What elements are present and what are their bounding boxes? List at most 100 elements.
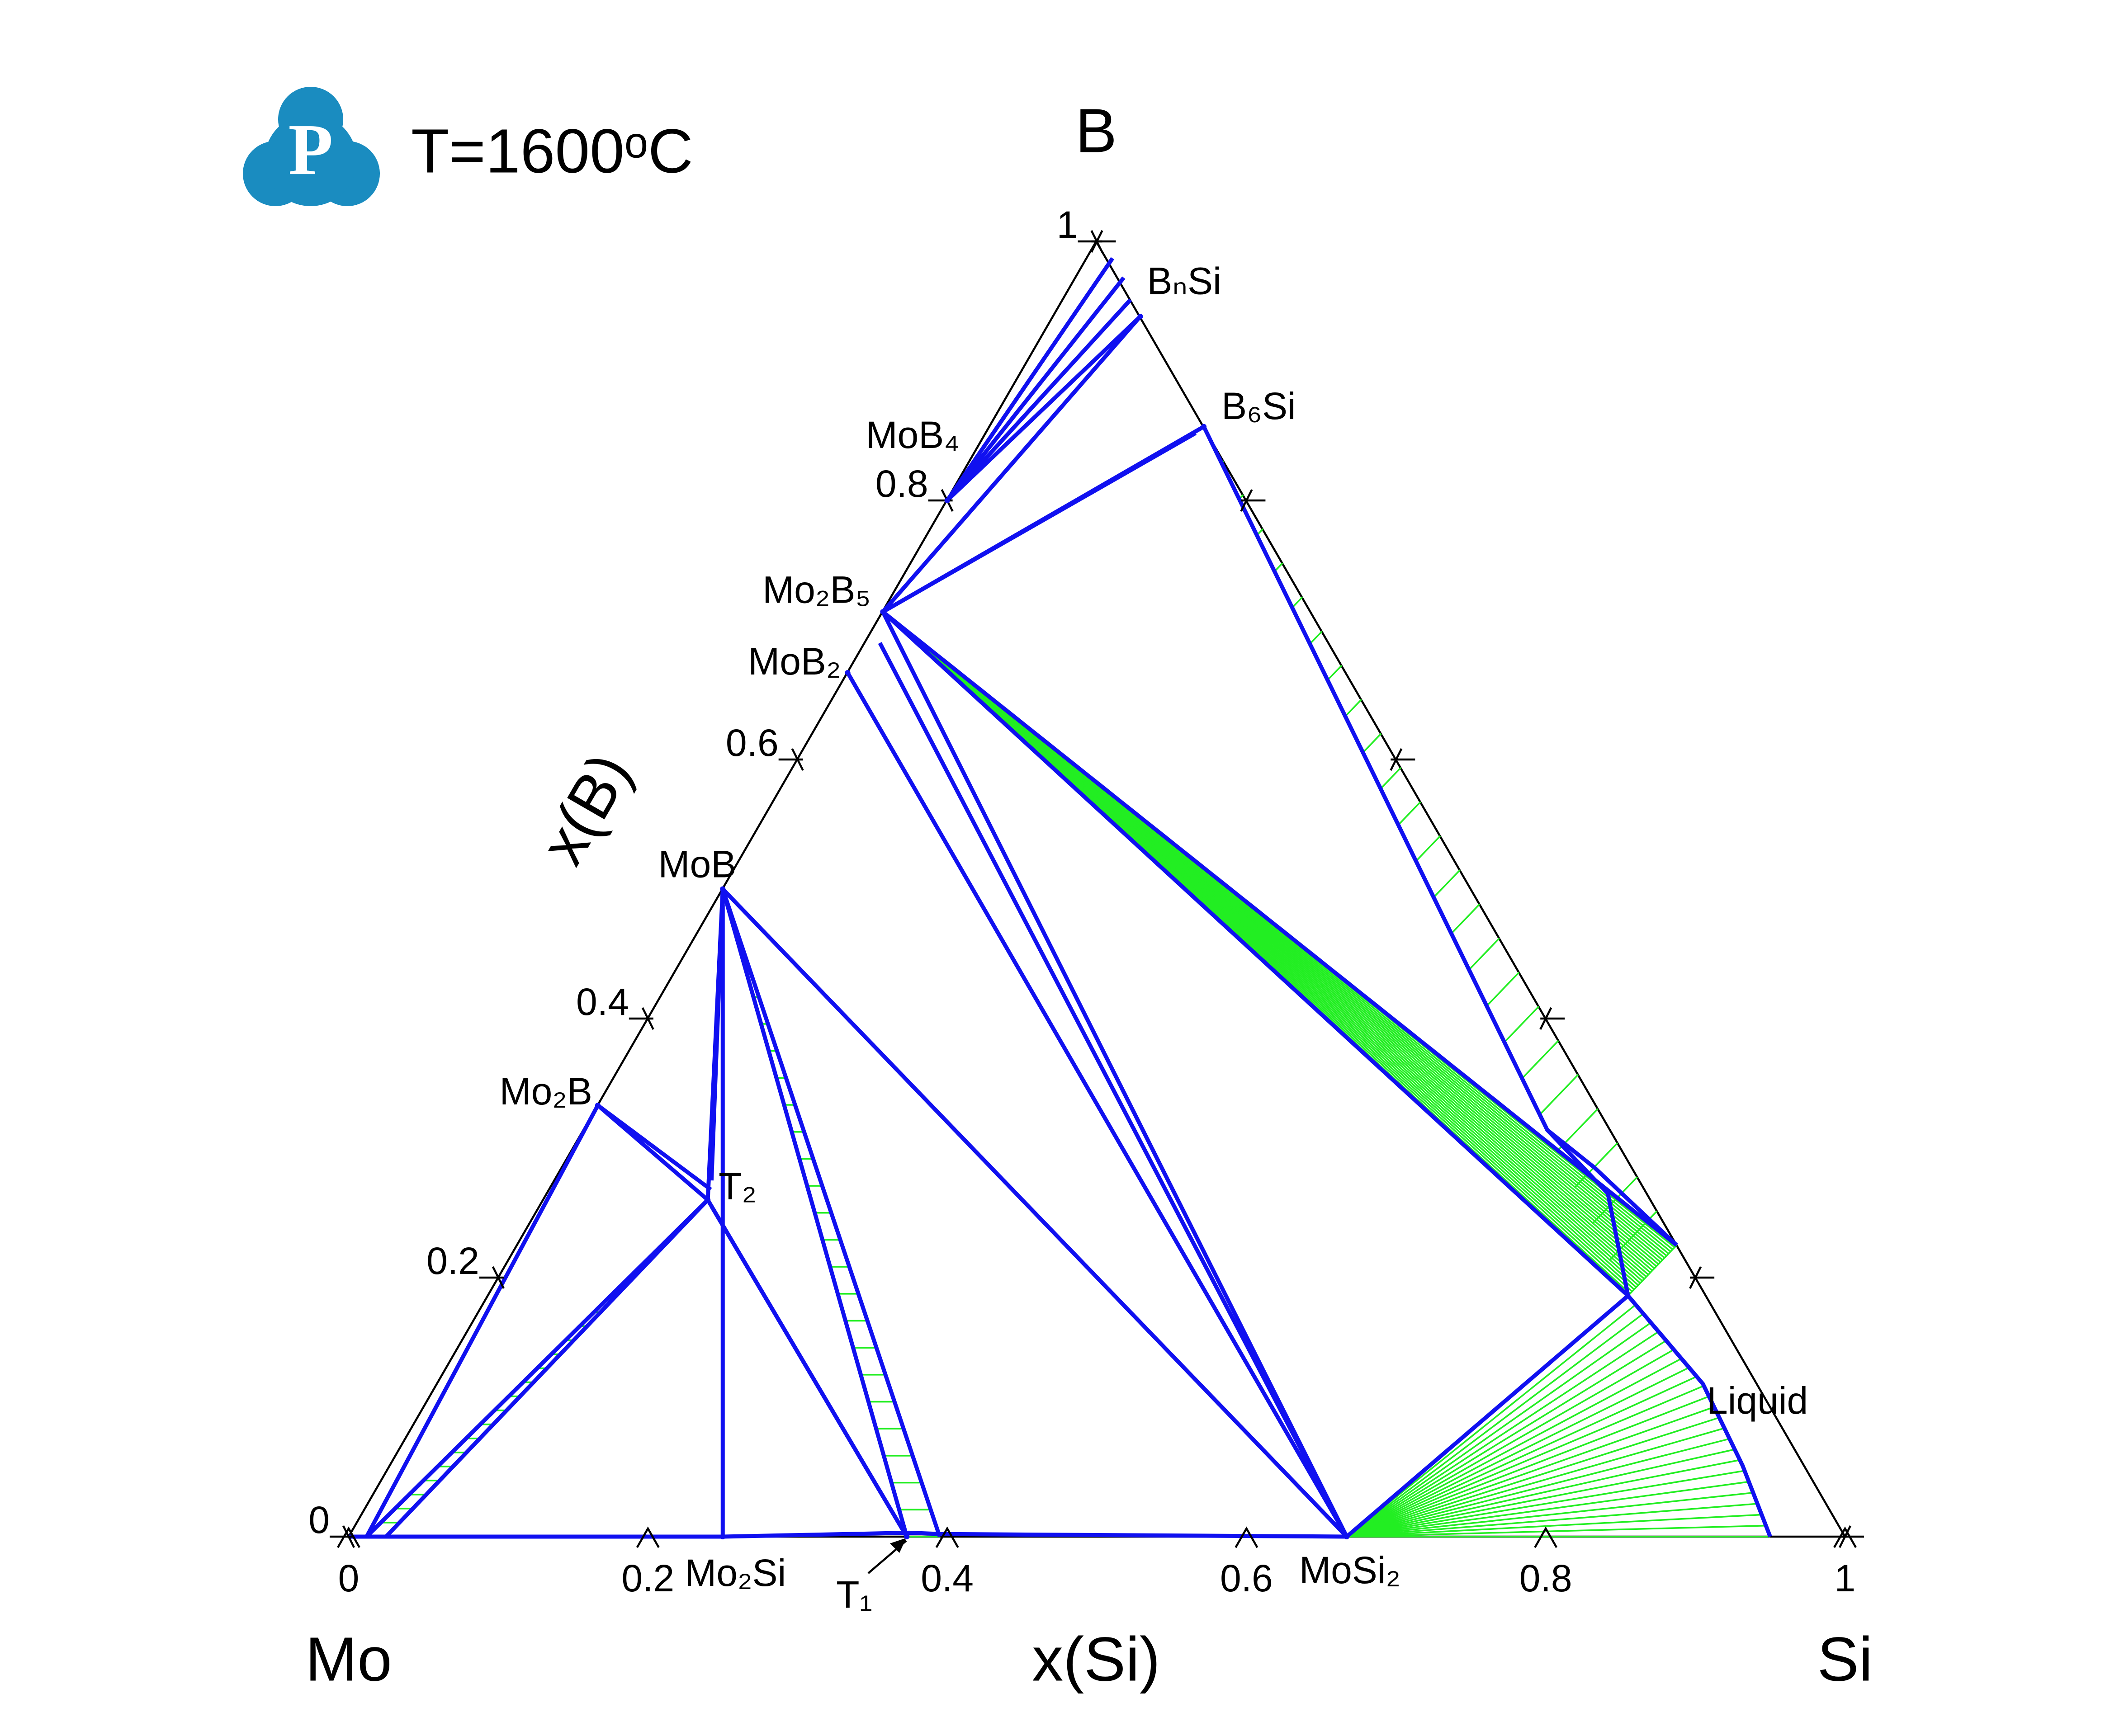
x-tick-label: 0.2: [621, 1557, 674, 1599]
tie-line: [1362, 733, 1382, 753]
x-tick: [1833, 1526, 1857, 1548]
phase-label: Mo₂B₅: [762, 569, 870, 611]
tie-line: [1346, 1492, 1754, 1538]
phase-boundary: [945, 257, 1114, 502]
phase-boundary: [881, 610, 1678, 1247]
phase-boundary: [1546, 1128, 1678, 1247]
x-tick: [636, 1526, 660, 1548]
y-tick: [629, 1007, 654, 1030]
tie-line: [1346, 1438, 1730, 1538]
tie-line: [1433, 869, 1461, 898]
phase-point: [904, 1534, 910, 1539]
tie-line: [1347, 1514, 1762, 1538]
tie-line: [1346, 1503, 1758, 1538]
tie-line: [1397, 801, 1421, 826]
phase-boundary: [881, 611, 1349, 1538]
phase-boundary: [946, 315, 1142, 502]
tie-line: [1346, 1396, 1709, 1538]
phase-label: Mo₂Si: [685, 1552, 786, 1594]
phase-label: Mo₂B: [500, 1070, 592, 1113]
tie-line: [1627, 1245, 1678, 1297]
phase-label: T₁: [836, 1573, 872, 1616]
phase-point: [720, 886, 726, 892]
x-tick: [935, 1526, 959, 1548]
x-axis-title: x(Si): [1032, 1624, 1160, 1694]
tie-line: [1346, 1448, 1735, 1538]
tie-line: [1346, 1313, 1644, 1538]
x-tick-label: 1: [1835, 1557, 1856, 1599]
phase-label: BₙSi: [1147, 259, 1221, 302]
tie-line: [1309, 631, 1323, 645]
tie-line: [1347, 1524, 1766, 1538]
phase-boundary: [882, 431, 1197, 614]
phase-label: T₂: [719, 1165, 757, 1207]
phase-boundary: [878, 642, 1349, 1538]
phase-boundary: [881, 610, 1630, 1297]
tie-line: [1346, 1358, 1682, 1538]
y-tick-label: 0: [308, 1499, 330, 1541]
phase-boundary: [720, 888, 909, 1538]
tie-line: [1346, 1406, 1715, 1538]
tie-line: [1346, 1459, 1740, 1538]
phase-point: [944, 498, 950, 503]
tie-line: [1468, 938, 1500, 971]
phase-boundary: [365, 1198, 710, 1538]
y-tick-label: 1: [1057, 203, 1078, 246]
phase-boundary: [384, 1198, 710, 1538]
tie-line: [1521, 1040, 1559, 1079]
arrow-head: [890, 1538, 907, 1553]
x-tick-label: 0.6: [1220, 1557, 1273, 1599]
tie-line: [1346, 1349, 1675, 1538]
tie-line: [1539, 1074, 1579, 1115]
logo: P: [243, 87, 380, 206]
tie-line: [1346, 1322, 1651, 1538]
phase-label: MoSi₂: [1299, 1549, 1400, 1591]
tie-line: [1327, 665, 1343, 681]
tie-line: [1346, 1385, 1704, 1538]
phase-point: [720, 1534, 726, 1539]
phase-boundary: [881, 315, 1142, 613]
phase-boundary: [1626, 1294, 1772, 1538]
x-tick-label: 0.4: [921, 1557, 974, 1599]
tie-line: [1415, 835, 1441, 862]
y2-tick: [1838, 1525, 1864, 1548]
phase-boundary: [596, 1104, 712, 1191]
y2-tick: [1090, 230, 1116, 253]
phase-boundary: [1202, 425, 1630, 1296]
y2-tick: [1390, 748, 1415, 771]
tie-line: [1504, 1006, 1540, 1043]
tie-line: [1346, 1470, 1745, 1538]
phase-point: [595, 1102, 601, 1108]
phase-point: [880, 609, 886, 615]
y-tick: [778, 748, 804, 771]
corner-label: Mo: [305, 1624, 392, 1694]
phase-boundary: [946, 298, 1132, 502]
tie-line: [1380, 767, 1402, 789]
logo-shape: [265, 114, 357, 206]
phase-point: [1201, 424, 1207, 429]
y-tick: [330, 1525, 355, 1548]
tie-line: [1486, 972, 1520, 1007]
phase-point: [1344, 1534, 1350, 1539]
y2-tick: [1539, 1007, 1565, 1030]
phase-point: [705, 1197, 711, 1203]
x-tick-label: 0.8: [1519, 1557, 1572, 1599]
tie-line: [1292, 596, 1303, 609]
chart-title: T=1600ᵒC: [411, 116, 693, 186]
tie-line: [1574, 1142, 1618, 1188]
annotation: Liquid: [1707, 1379, 1808, 1422]
phase-point: [1137, 314, 1143, 320]
phase-label: MoB₂: [748, 640, 841, 683]
y-tick: [479, 1266, 505, 1289]
y2-tick: [1240, 489, 1266, 512]
phase-label: B₆Si: [1221, 385, 1296, 427]
phase-point: [845, 670, 851, 676]
tie-line: [1344, 699, 1362, 717]
tie-line: [1346, 1427, 1725, 1538]
y-tick-label: 0.2: [426, 1240, 479, 1282]
x-tick: [337, 1526, 360, 1548]
tie-line: [1346, 1416, 1720, 1538]
corner-label: Si: [1817, 1624, 1873, 1694]
phase-boundary: [720, 888, 942, 1538]
